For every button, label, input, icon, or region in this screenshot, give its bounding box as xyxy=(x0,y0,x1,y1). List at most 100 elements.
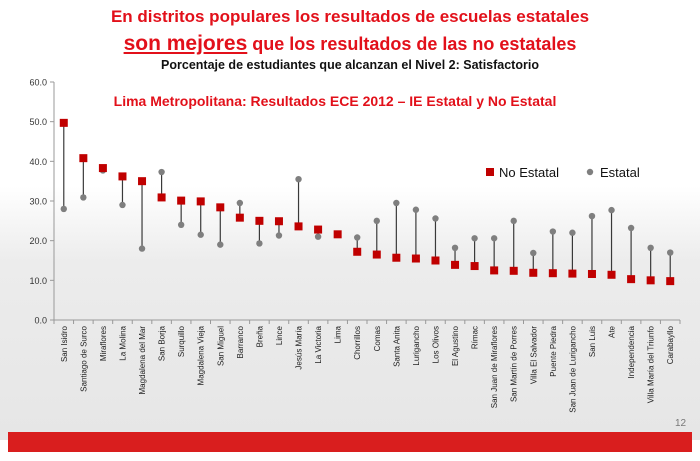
chart-legend: No Estatal Estatal xyxy=(486,165,640,180)
estatal-point xyxy=(295,175,302,183)
y-tick-label: 60.0 xyxy=(29,78,47,88)
no-estatal-point xyxy=(138,177,147,186)
estatal-point xyxy=(412,206,420,213)
x-tick-label: Puente Piedra xyxy=(549,325,558,376)
estatal-point xyxy=(80,194,87,201)
x-tick-label: Barranco xyxy=(236,325,245,358)
estatal-point xyxy=(354,234,361,241)
headline-line-2: son mejores que los resultados de las no… xyxy=(0,32,700,56)
estatal-point xyxy=(60,205,67,213)
headline-rest: que los resultados de las no estatales xyxy=(247,34,577,54)
x-tick-label: Breña xyxy=(255,325,264,347)
estatal-point xyxy=(256,240,263,247)
estatal-point xyxy=(217,241,224,248)
estatal-point xyxy=(138,245,146,252)
no-estatal-point xyxy=(59,118,68,127)
x-tick-label: Lince xyxy=(275,325,284,345)
y-tick-label: 0.0 xyxy=(34,316,47,326)
footer-bar xyxy=(8,432,692,452)
estatal-point xyxy=(667,249,674,256)
legend-no-estatal-marker xyxy=(486,168,494,176)
chart-subtitle: Porcentaje de estudiantes que alcanzan e… xyxy=(161,58,539,72)
y-tick-label: 30.0 xyxy=(29,197,47,207)
x-tick-label: Santiago de Surco xyxy=(79,325,88,391)
x-tick-label: Surquillo xyxy=(177,325,186,357)
x-tick-label: Comas xyxy=(373,326,382,351)
no-estatal-point xyxy=(196,197,205,206)
no-estatal-point xyxy=(372,250,381,259)
no-estatal-point xyxy=(216,203,225,212)
no-estatal-point xyxy=(470,262,479,271)
x-tick-label: San Juan de Lurigancho xyxy=(568,325,577,412)
estatal-point xyxy=(236,199,244,207)
x-tick-label: Los Olivos xyxy=(431,326,440,363)
estatal-point xyxy=(647,244,654,252)
estatal-point xyxy=(119,201,126,209)
x-tick-label: San Miguel xyxy=(216,326,225,366)
x-tick-label: Rímac xyxy=(471,326,480,349)
no-estatal-point xyxy=(568,269,577,278)
x-tick-label: Chorrillos xyxy=(353,326,362,360)
x-tick-label: Miraflores xyxy=(99,326,108,361)
x-tick-label: Lima xyxy=(334,325,343,343)
no-estatal-point xyxy=(98,164,107,173)
no-estatal-point xyxy=(177,196,186,205)
no-estatal-point xyxy=(607,270,616,279)
x-tick-label: El Agustino xyxy=(451,325,460,366)
no-estatal-point xyxy=(118,172,127,181)
no-estatal-point xyxy=(451,260,460,269)
estatal-point xyxy=(549,228,557,235)
no-estatal-point xyxy=(79,154,88,163)
x-tick-label: San Martín de Porres xyxy=(510,326,519,402)
estatal-point xyxy=(451,244,459,252)
estatal-point xyxy=(177,221,185,228)
no-estatal-point xyxy=(157,193,166,202)
y-tick-label: 20.0 xyxy=(29,236,47,246)
no-estatal-point xyxy=(411,254,420,263)
y-tick-label: 10.0 xyxy=(29,276,47,286)
estatal-point xyxy=(393,199,400,207)
x-tick-label: San Juan de Miraflores xyxy=(490,326,499,408)
chart-title: Lima Metropolitana: Resultados ECE 2012 … xyxy=(114,93,557,109)
x-tick-label: Villa El Salvador xyxy=(529,326,538,384)
no-estatal-point xyxy=(255,216,264,225)
x-tick-label: La Molina xyxy=(118,325,127,360)
no-estatal-point xyxy=(548,269,557,278)
no-estatal-point xyxy=(274,217,283,226)
no-estatal-point xyxy=(529,268,538,277)
estatal-point xyxy=(197,231,204,238)
x-tick-label: Independencia xyxy=(627,325,636,378)
no-estatal-point xyxy=(294,222,303,231)
x-tick-label: Lurigancho xyxy=(412,325,421,365)
estatal-point xyxy=(510,217,517,225)
no-estatal-point xyxy=(431,256,440,265)
no-estatal-point xyxy=(392,253,401,262)
legend-estatal-marker xyxy=(586,168,594,176)
estatal-point xyxy=(627,224,635,232)
x-tick-label: San Borja xyxy=(158,325,167,361)
x-tick-label: Villa María del Triunfo xyxy=(647,325,656,403)
chart-axes: 0.0 10.0 20.0 30.0 40.0 50.0 60.0 San Isidro San… xyxy=(29,78,681,413)
no-estatal-point xyxy=(490,266,499,275)
estatal-point xyxy=(588,212,596,220)
x-tick-label: La Victoria xyxy=(314,325,323,363)
headline-line-1: En distritos populares los resultados de… xyxy=(110,7,590,26)
legend-no-estatal-label: No Estatal xyxy=(499,165,559,180)
y-tick-label: 50.0 xyxy=(29,117,47,127)
no-estatal-point xyxy=(353,247,362,256)
legend-estatal-label: Estatal xyxy=(600,165,640,180)
no-estatal-point xyxy=(587,269,596,278)
estatal-point xyxy=(530,249,537,257)
x-tick-label: San Luis xyxy=(588,326,597,357)
no-estatal-point xyxy=(666,277,675,286)
chart-marks xyxy=(59,118,675,286)
no-estatal-point xyxy=(314,225,323,234)
background-band xyxy=(0,186,700,440)
no-estatal-point xyxy=(646,276,655,285)
estatal-point xyxy=(490,235,498,242)
no-estatal-point xyxy=(627,275,636,284)
page-number: 12 xyxy=(675,418,687,429)
x-tick-label: Ate xyxy=(608,325,617,338)
estatal-point xyxy=(158,168,165,176)
